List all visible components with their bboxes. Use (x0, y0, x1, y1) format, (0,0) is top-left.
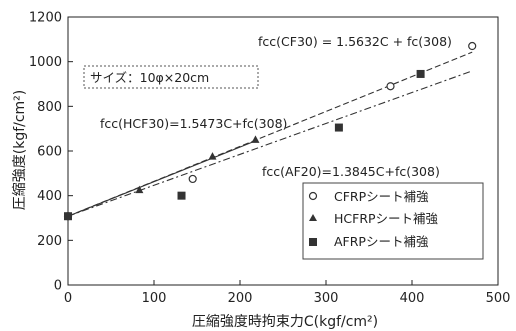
fit-line-2 (67, 70, 473, 217)
data-point-afrp (416, 69, 425, 78)
hcf30-equation-label: fcc(HCF30)=1.5473C+fc(308) (100, 116, 287, 131)
data-point-afrp (177, 191, 186, 200)
fit-line-1 (67, 140, 256, 217)
cf30-equation-label: fcc(CF30) = 1.5632C + fc(308) (258, 34, 452, 49)
x-tick-label: 300 (314, 291, 339, 306)
y-axis-label: 圧縮強度(kgf/cm²) (12, 90, 28, 211)
y-tick-label: 0 (54, 279, 62, 294)
data-point-cfrp (386, 82, 395, 91)
data-point-afrp (334, 123, 343, 132)
data-point-cfrp (188, 174, 197, 184)
y-tick-label: 1200 (29, 11, 62, 26)
data-point-hcfrp (135, 185, 144, 194)
size-annotation: サイズ：10φ×20cm (90, 70, 209, 85)
data-point-hcfrp (208, 152, 217, 160)
legend-marker-hcfrp (309, 214, 317, 221)
x-tick-label: 0 (64, 291, 72, 306)
legend-label-afrp: AFRPシート補強 (334, 234, 429, 249)
y-tick-label: 1000 (29, 55, 62, 70)
legend-label-cfrp: CFRPシート補強 (334, 189, 429, 204)
legend-label-hcfrp: HCFRPシート補強 (334, 211, 439, 226)
data-point-hcfrp (251, 135, 260, 143)
y-tick-label: 800 (37, 100, 62, 115)
y-tick-label: 600 (37, 145, 62, 160)
y-tick-label: 200 (37, 234, 62, 249)
legend-marker-afrp (309, 238, 317, 246)
size-annotation-box (83, 65, 259, 89)
legend-box (302, 182, 484, 260)
x-tick-label: 100 (142, 291, 167, 306)
data-point-afrp (64, 212, 72, 221)
data-point-cfrp (468, 41, 477, 51)
y-tick-label: 400 (37, 189, 62, 204)
legend-marker-cfrp (308, 191, 318, 201)
af20-equation-label: fcc(AF20)=1.3845C+fc(308) (262, 164, 440, 179)
x-tick-label: 400 (400, 291, 425, 306)
x-tick-label: 500 (486, 291, 511, 306)
x-tick-label: 200 (228, 291, 253, 306)
x-axis-label: 圧縮強度時拘束力C(kgf/cm²) (192, 314, 378, 330)
